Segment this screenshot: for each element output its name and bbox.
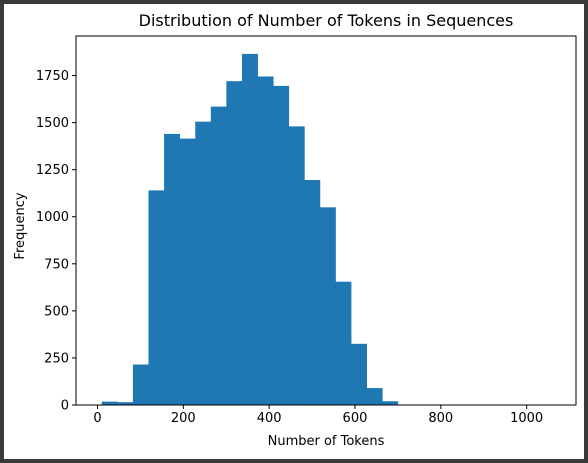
- histogram-bar: [288, 126, 305, 406]
- histogram-bar: [148, 190, 165, 405]
- plot-area-frame: [75, 35, 577, 406]
- histogram-bar: [335, 281, 352, 405]
- y-tick-label: 1750: [36, 69, 69, 84]
- chart-title: Distribution of Number of Tokens in Sequ…: [139, 11, 514, 30]
- y-tick-label: 750: [44, 257, 69, 272]
- x-axis-ticks: 0 200 400 600 800 1000: [93, 405, 543, 426]
- y-tick-label: 1000: [36, 210, 69, 225]
- histogram-bars: [101, 53, 554, 406]
- x-tick-label: 200: [171, 411, 196, 426]
- histogram-bar: [366, 388, 383, 405]
- histogram-bar: [241, 53, 258, 405]
- histogram-bar: [351, 343, 367, 405]
- x-tick-label: 800: [428, 411, 453, 426]
- y-tick-label: 0: [61, 399, 69, 414]
- y-tick-label: 500: [44, 304, 69, 319]
- x-axis-label: Number of Tokens: [268, 434, 385, 449]
- y-axis-label: Frequency: [13, 192, 28, 259]
- y-tick-label: 1500: [36, 116, 69, 131]
- histogram-bar: [179, 138, 196, 405]
- histogram-bar: [319, 207, 336, 405]
- y-axis-ticks: 0 250 500 750 1000 1250 1500 1750: [36, 69, 76, 414]
- x-tick-label: 600: [343, 411, 368, 426]
- x-tick-label: 400: [257, 411, 282, 426]
- figure-canvas: Distribution of Number of Tokens in Sequ…: [4, 4, 584, 459]
- histogram-bar: [273, 85, 290, 405]
- x-tick-label: 0: [93, 411, 101, 426]
- histogram-bar: [101, 401, 118, 405]
- histogram-bar: [210, 106, 227, 405]
- y-tick-label: 1250: [36, 163, 69, 178]
- histogram-chart: Distribution of Number of Tokens in Sequ…: [13, 11, 577, 449]
- histogram-bar: [226, 81, 243, 406]
- histogram-bar: [257, 76, 274, 405]
- histogram-bar: [304, 180, 321, 405]
- histogram-bar: [382, 401, 399, 405]
- histogram-bar: [164, 133, 181, 405]
- histogram-bar: [195, 121, 212, 405]
- x-tick-label: 1000: [510, 411, 543, 426]
- histogram-bar: [117, 402, 134, 405]
- y-tick-label: 250: [44, 351, 69, 366]
- histogram-bar: [132, 364, 149, 405]
